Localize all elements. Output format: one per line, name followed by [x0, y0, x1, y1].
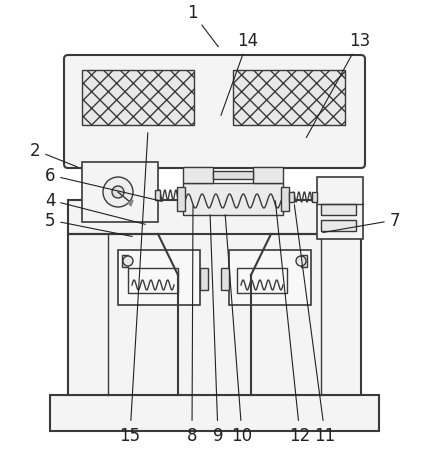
Bar	[301, 255, 307, 268]
Bar	[312, 192, 317, 202]
Text: 4: 4	[45, 192, 145, 225]
Bar	[82, 162, 158, 222]
Bar	[317, 177, 363, 239]
Bar	[321, 205, 356, 216]
Bar	[50, 395, 379, 431]
Bar	[178, 191, 183, 201]
Bar	[122, 255, 128, 268]
FancyBboxPatch shape	[64, 56, 365, 169]
Text: 13: 13	[306, 32, 371, 138]
Bar	[237, 268, 287, 293]
Bar	[155, 191, 160, 201]
Text: 14: 14	[221, 32, 259, 116]
Bar	[183, 184, 283, 216]
Bar	[68, 201, 361, 395]
Bar	[281, 187, 289, 212]
Bar	[233, 71, 345, 126]
Text: 1: 1	[187, 4, 218, 48]
Circle shape	[123, 257, 133, 267]
Bar	[229, 250, 311, 305]
Text: 7: 7	[323, 212, 400, 233]
Bar	[221, 268, 229, 290]
Text: 12: 12	[275, 201, 311, 444]
Bar	[200, 268, 208, 290]
Bar	[177, 187, 185, 212]
Circle shape	[296, 257, 306, 267]
Text: 10: 10	[225, 215, 253, 444]
Text: 6: 6	[45, 167, 162, 202]
Text: 11: 11	[294, 205, 335, 444]
Circle shape	[103, 177, 133, 207]
Bar	[183, 167, 213, 184]
Polygon shape	[128, 201, 133, 207]
Bar	[213, 172, 253, 180]
Text: 8: 8	[187, 206, 197, 444]
Bar	[289, 192, 294, 202]
Text: 2: 2	[30, 142, 77, 167]
Circle shape	[112, 187, 124, 198]
Bar	[118, 250, 200, 305]
Text: 9: 9	[210, 215, 223, 444]
Bar	[128, 268, 178, 293]
Text: 5: 5	[45, 212, 132, 237]
Bar	[253, 167, 283, 184]
Text: 15: 15	[119, 133, 148, 444]
Bar	[82, 71, 194, 126]
Bar	[321, 221, 356, 232]
